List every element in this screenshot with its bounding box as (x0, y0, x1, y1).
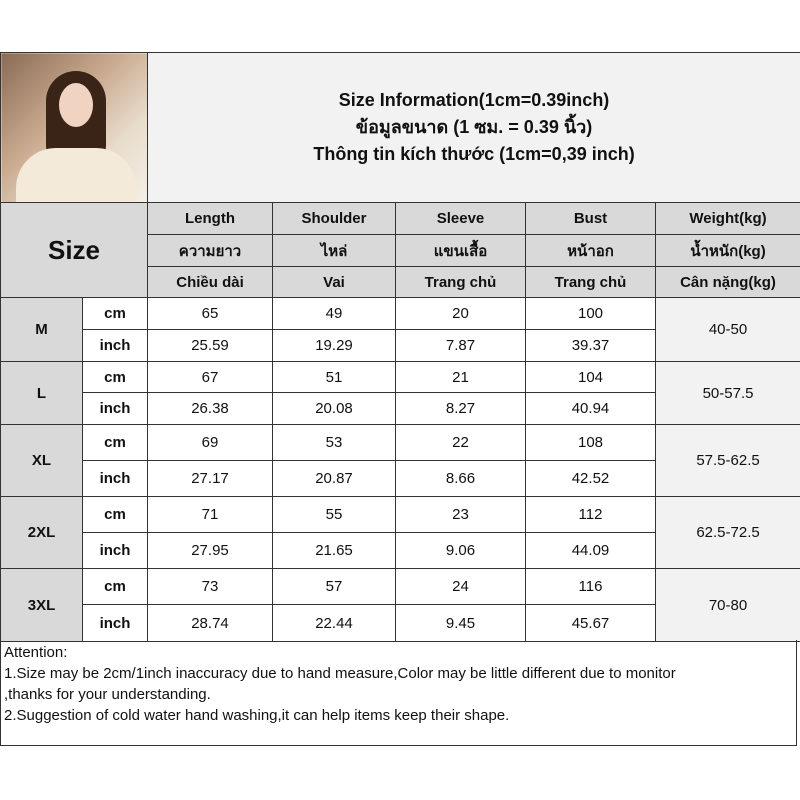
size-label: XL (0, 424, 83, 497)
measurement-cell: 23 (395, 496, 526, 533)
measurement-cell: 20 (395, 297, 526, 330)
attention-line: ,thanks for your understanding. (4, 686, 211, 703)
attention-notes: Attention: 1.Size may be 2cm/1inch inacc… (0, 640, 797, 746)
measurement-cell: 21.65 (272, 532, 396, 569)
measurement-cell: 57 (272, 568, 396, 605)
column-header-en: Length (147, 202, 273, 235)
measurement-cell: 8.27 (395, 392, 526, 425)
table-row: 2XL cm 71 55 23 112 62.5-72.5 (0, 496, 800, 569)
product-photo (0, 52, 148, 203)
measurement-cell: 45.67 (525, 604, 656, 642)
attention-line: 1.Size may be 2cm/1inch inaccuracy due t… (4, 665, 676, 682)
unit-label: inch (82, 329, 148, 362)
column-header-en: Sleeve (395, 202, 526, 235)
measurement-cell: 51 (272, 361, 396, 393)
measurement-cell: 21 (395, 361, 526, 393)
measurement-cell: 9.45 (395, 604, 526, 642)
table-row: inch 27.17 20.87 8.66 42.52 (1, 460, 800, 497)
column-header-en: Shoulder (272, 202, 396, 235)
measurement-cell: 39.37 (525, 329, 656, 362)
measurement-cell: 9.06 (395, 532, 526, 569)
table-row: 3XL cm 73 57 24 116 70-80 (0, 568, 800, 642)
weight-cell: 50-57.5 (654, 361, 800, 425)
measurement-cell: 8.66 (395, 460, 526, 497)
measurement-cell: 116 (525, 568, 656, 605)
column-header-th: หน้าอก (525, 234, 656, 267)
measurement-cell: 108 (525, 424, 656, 461)
table-row: XL cm 69 53 22 108 57.5-62.5 (0, 424, 800, 497)
unit-label: cm (82, 361, 148, 393)
measurement-cell: 104 (525, 361, 656, 393)
table-row: inch 28.74 22.44 9.45 45.67 (1, 604, 800, 642)
measurement-cell: 67 (147, 361, 273, 393)
measurement-cell: 7.87 (395, 329, 526, 362)
measurement-cell: 112 (525, 496, 656, 533)
unit-label: cm (82, 424, 148, 461)
size-label: M (0, 297, 83, 362)
measurement-cell: 20.08 (272, 392, 396, 425)
measurement-cell: 28.74 (147, 604, 273, 642)
measurement-cell: 53 (272, 424, 396, 461)
size-information-title: Size Information(1cm=0.39inch) ข้อมูลขนา… (146, 52, 800, 203)
column-header-vi: Trang chủ (395, 266, 526, 298)
unit-label: inch (82, 604, 148, 642)
measurement-cell: 49 (272, 297, 396, 330)
measurement-cell: 26.38 (147, 392, 273, 425)
unit-label: inch (82, 392, 148, 425)
attention-heading: Attention: (4, 644, 68, 661)
title-thai: ข้อมูลขนาด (1 ซม. = 0.39 นิ้ว) (355, 117, 593, 137)
size-label: L (0, 361, 83, 425)
unit-label: cm (82, 496, 148, 533)
table-row: inch 27.95 21.65 9.06 44.09 (1, 532, 800, 569)
column-header-th: น้ำหนัก(kg) (654, 234, 800, 267)
size-header: Size (0, 202, 148, 298)
measurement-cell: 65 (147, 297, 273, 330)
unit-label: cm (82, 297, 148, 330)
size-label: 2XL (0, 496, 83, 569)
measurement-cell: 24 (395, 568, 526, 605)
column-header-th: แขนเสื้อ (395, 234, 526, 267)
measurement-cell: 73 (147, 568, 273, 605)
unit-label: inch (82, 532, 148, 569)
column-header-en: Bust (525, 202, 656, 235)
size-label: 3XL (0, 568, 83, 642)
table-row: inch 25.59 19.29 7.87 39.37 (1, 329, 800, 362)
measurement-cell: 100 (525, 297, 656, 330)
column-header-en: Weight(kg) (654, 202, 800, 235)
measurement-cell: 19.29 (272, 329, 396, 362)
unit-label: cm (82, 568, 148, 605)
title-vietnamese: Thông tin kích thước (1cm=0,39 inch) (313, 144, 635, 164)
measurement-cell: 25.59 (147, 329, 273, 362)
measurement-cell: 27.17 (147, 460, 273, 497)
measurement-cell: 22 (395, 424, 526, 461)
measurement-cell: 55 (272, 496, 396, 533)
title-english: Size Information(1cm=0.39inch) (338, 90, 610, 110)
column-header-vi: Chiều dài (147, 266, 273, 298)
measurement-cell: 71 (147, 496, 273, 533)
column-header-vi: Vai (272, 266, 396, 298)
measurement-cell: 69 (147, 424, 273, 461)
measurement-cell: 40.94 (525, 392, 656, 425)
attention-line: 2.Suggestion of cold water hand washing,… (4, 707, 510, 724)
weight-cell: 40-50 (654, 297, 800, 362)
measurement-cell: 27.95 (147, 532, 273, 569)
measurement-cell: 20.87 (272, 460, 396, 497)
column-header-vi: Cân nặng(kg) (654, 266, 800, 298)
weight-cell: 62.5-72.5 (654, 496, 800, 569)
weight-cell: 57.5-62.5 (654, 424, 800, 497)
column-header-th: ความยาว (147, 234, 273, 267)
measurement-cell: 22.44 (272, 604, 396, 642)
measurement-cell: 42.52 (525, 460, 656, 497)
weight-cell: 70-80 (654, 568, 800, 642)
column-header-vi: Trang chủ (525, 266, 656, 298)
size-chart-table: Size Information(1cm=0.39inch) ข้อมูลขนา… (0, 52, 800, 642)
unit-label: inch (82, 460, 148, 497)
column-header-th: ไหล่ (272, 234, 396, 267)
table-row: inch 26.38 20.08 8.27 40.94 (1, 392, 800, 425)
measurement-cell: 44.09 (525, 532, 656, 569)
